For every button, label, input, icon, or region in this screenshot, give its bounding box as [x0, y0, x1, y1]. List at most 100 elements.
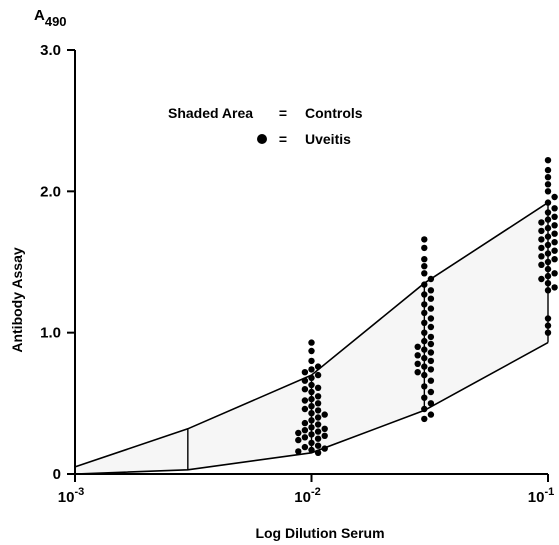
uveitis-point — [314, 442, 322, 449]
uveitis-point — [551, 270, 558, 277]
uveitis-point — [427, 295, 435, 302]
y-ticks: 0 1.0 2.0 3.0 — [40, 42, 75, 483]
uveitis-point — [538, 236, 545, 243]
uveitis-point — [301, 386, 309, 393]
uveitis-point — [538, 227, 545, 235]
uveitis-point — [308, 381, 315, 389]
uveitis-point — [321, 445, 328, 452]
uveitis-point — [544, 322, 552, 329]
uveitis-point — [421, 309, 428, 317]
uveitis-point — [314, 435, 322, 442]
uveitis-point — [538, 275, 545, 283]
uveitis-point — [308, 410, 315, 417]
uveitis-point — [427, 366, 435, 373]
uveitis-point — [308, 431, 315, 438]
uveitis-point — [544, 315, 552, 322]
uveitis-point — [544, 272, 552, 280]
uveitis-point — [551, 230, 558, 237]
uveitis-point — [421, 236, 428, 243]
uveitis-point — [421, 263, 428, 270]
uveitis-point — [544, 181, 552, 188]
uveitis-point — [308, 417, 315, 424]
uveitis-point — [421, 337, 428, 345]
legend-uveitis-label: Uveitis — [305, 131, 351, 147]
uveitis-point — [314, 421, 322, 428]
uveitis-point — [314, 400, 322, 407]
uveitis-point — [421, 291, 428, 298]
uveitis-point — [427, 333, 435, 341]
x-axis-title: Log Dilution Serum — [255, 525, 384, 541]
uveitis-point — [314, 407, 322, 414]
legend-equals-uveitis: = — [279, 131, 287, 147]
uveitis-point — [544, 216, 552, 223]
uveitis-point — [544, 188, 552, 195]
uveitis-point — [544, 287, 552, 294]
y-axis-title: Antibody Assay — [9, 247, 25, 352]
uveitis-point — [538, 244, 545, 252]
uveitis-points — [295, 157, 558, 456]
uveitis-point — [544, 224, 552, 232]
x-tick-label: 10-3 — [58, 486, 84, 506]
y-tick-label: 3.0 — [40, 42, 61, 59]
uveitis-point — [551, 256, 558, 263]
uveitis-point — [421, 281, 428, 288]
uveitis-point — [544, 199, 552, 206]
uveitis-point — [544, 265, 552, 273]
uveitis-point — [314, 428, 322, 435]
uveitis-point — [551, 247, 558, 254]
x-ticks: 10-3 10-2 10-1 — [58, 474, 554, 506]
uveitis-point — [421, 256, 428, 263]
uveitis-point — [301, 369, 309, 376]
uveitis-point — [421, 363, 428, 370]
uveitis-point — [301, 427, 309, 434]
uveitis-point — [414, 343, 421, 350]
uveitis-point — [421, 394, 428, 401]
uveitis-point — [308, 424, 315, 431]
uveitis-point — [295, 448, 302, 455]
uveitis-point — [538, 261, 545, 268]
uveitis-point — [427, 287, 435, 294]
uveitis-point — [301, 405, 309, 413]
uveitis-point — [544, 233, 552, 240]
y-tick-label: 2.0 — [40, 183, 61, 200]
uveitis-point — [427, 388, 435, 396]
uveitis-point — [551, 284, 558, 291]
uveitis-point — [427, 323, 435, 331]
uveitis-point — [314, 449, 322, 456]
uveitis-point — [321, 432, 328, 439]
uveitis-point — [301, 377, 309, 384]
uveitis-point — [544, 280, 552, 287]
uveitis-point — [551, 222, 558, 229]
y-tick-label: 0 — [53, 466, 61, 483]
uveitis-point — [421, 270, 428, 277]
uveitis-point — [421, 415, 428, 423]
uveitis-point — [314, 414, 322, 421]
uveitis-point — [427, 315, 435, 322]
uveitis-point — [414, 352, 421, 359]
corner-label: A490 — [34, 7, 67, 29]
uveitis-point — [544, 258, 552, 266]
uveitis-point — [427, 357, 435, 365]
uveitis-point — [421, 301, 428, 308]
uveitis-point — [414, 360, 421, 367]
uveitis-point — [544, 174, 552, 181]
uveitis-point — [551, 239, 558, 246]
uveitis-point — [427, 275, 435, 283]
uveitis-point — [421, 319, 428, 326]
uveitis-point — [544, 250, 552, 257]
uveitis-point — [538, 253, 545, 260]
uveitis-point — [544, 157, 552, 164]
uveitis-point — [551, 205, 558, 212]
uveitis-point — [427, 411, 435, 418]
uveitis-point — [308, 446, 315, 454]
legend: Shaded Area = Controls = Uveitis — [168, 105, 363, 147]
uveitis-point — [308, 347, 315, 355]
uveitis-point — [427, 349, 435, 356]
uveitis-point — [308, 366, 315, 373]
uveitis-point — [314, 384, 322, 391]
uveitis-point — [427, 377, 435, 384]
legend-equals-controls: = — [279, 105, 287, 121]
uveitis-point — [544, 166, 552, 174]
uveitis-point — [308, 403, 315, 410]
